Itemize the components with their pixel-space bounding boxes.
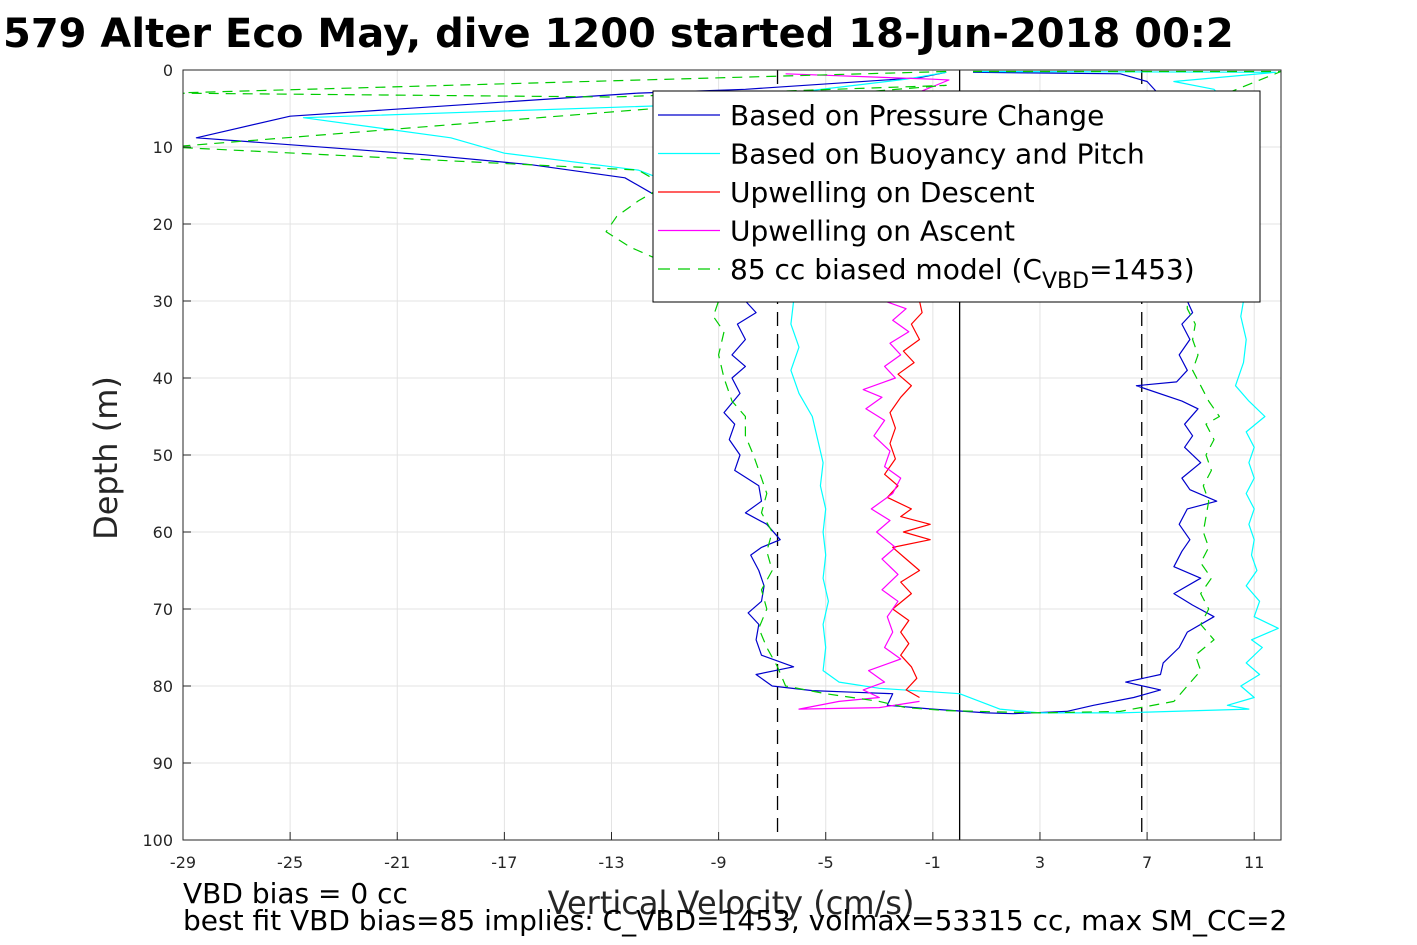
- legend-label: Upwelling on Ascent: [730, 215, 1015, 248]
- x-tick-label: -29: [170, 853, 196, 872]
- y-tick-label: 10: [153, 138, 173, 157]
- y-tick-label: 80: [153, 677, 173, 696]
- legend-label: Based on Buoyancy and Pitch: [730, 138, 1145, 171]
- legend: Based on Pressure Change Based on Buoyanc…: [652, 90, 1261, 303]
- y-tick-label: 50: [153, 446, 173, 465]
- series-line-4: [784, 73, 950, 710]
- y-tick-label: 0: [163, 61, 173, 80]
- legend-label-subscript: VBD: [1042, 269, 1089, 294]
- y-tick-label: 30: [153, 292, 173, 311]
- legend-label-prefix: 85 cc biased model (C: [730, 253, 1042, 286]
- footer-line-1: VBD bias = 0 cc: [183, 877, 408, 910]
- y-tick-label: 90: [153, 754, 173, 773]
- y-axis-label: Depth (m): [87, 376, 125, 540]
- x-tick-label: -5: [818, 853, 834, 872]
- x-axis-label: Vertical Velocity (cm/s): [548, 884, 915, 922]
- x-axis-ticks: -29 -25 -21 -17 -13 -9 -5 -1 3 7 11: [170, 832, 1264, 872]
- y-tick-label: 70: [153, 600, 173, 619]
- legend-label-suffix: =1453): [1089, 253, 1195, 286]
- x-tick-label: -25: [277, 853, 303, 872]
- y-tick-label: 60: [153, 523, 173, 542]
- series-line-3: [883, 300, 931, 699]
- chart-title: 579 Alter Eco May, dive 1200 started 18-…: [3, 11, 1234, 57]
- legend-box: [652, 90, 1261, 303]
- y-tick-label: 20: [153, 215, 173, 234]
- x-tick-label: 7: [1142, 853, 1152, 872]
- x-tick-label: -1: [925, 853, 941, 872]
- x-tick-label: -21: [384, 853, 410, 872]
- x-tick-label: -13: [598, 853, 624, 872]
- y-tick-label: 40: [153, 369, 173, 388]
- x-tick-label: -17: [491, 853, 517, 872]
- legend-label: 85 cc biased model (CVBD=1453): [730, 253, 1195, 294]
- footer-line-2: best fit VBD bias=85 implies: C_VBD=1453…: [183, 904, 1287, 937]
- x-tick-label: 11: [1244, 853, 1264, 872]
- legend-label: Based on Pressure Change: [730, 99, 1104, 132]
- x-tick-label: 3: [1035, 853, 1045, 872]
- x-tick-label: -9: [711, 853, 727, 872]
- y-axis-ticks: 0 10 20 30 40 50 60 70 80 90 100: [142, 61, 191, 850]
- y-tick-label: 100: [142, 831, 173, 850]
- legend-label: Upwelling on Descent: [730, 176, 1035, 209]
